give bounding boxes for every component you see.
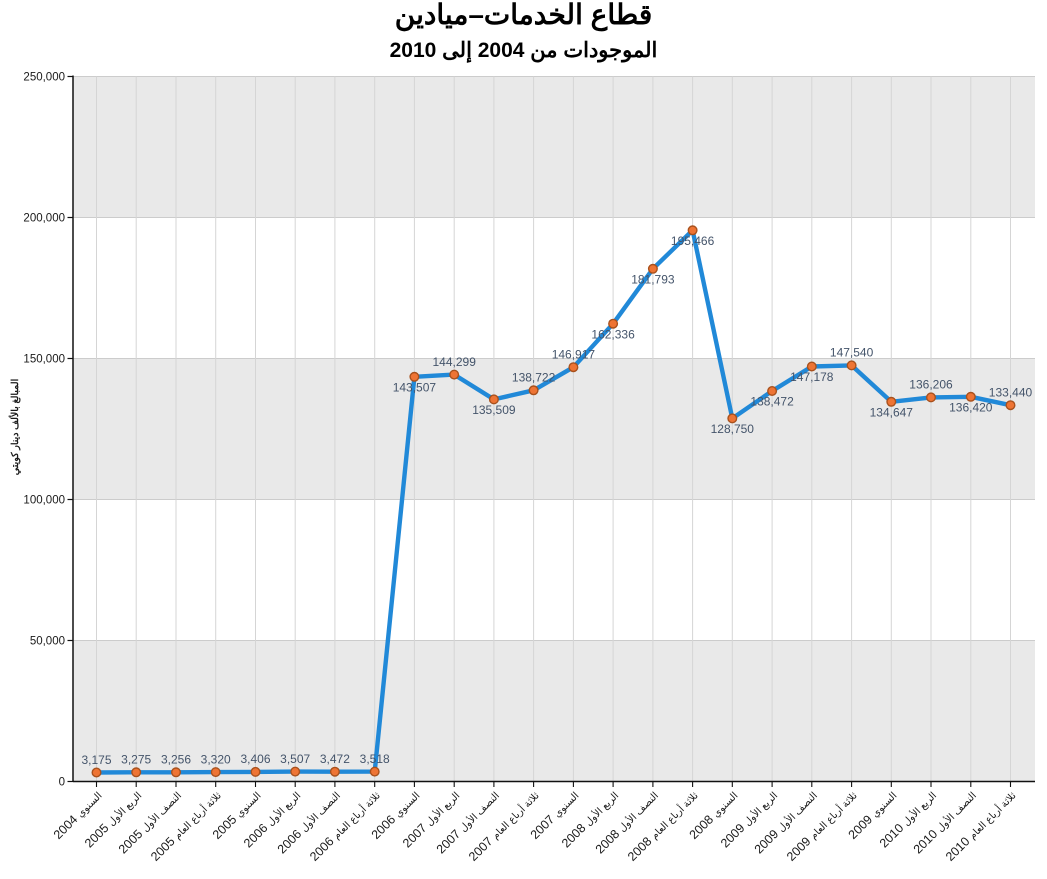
- svg-text:162,336: 162,336: [591, 327, 635, 341]
- svg-text:135,509: 135,509: [472, 403, 516, 417]
- svg-text:0: 0: [59, 777, 65, 789]
- svg-text:138,722: 138,722: [512, 371, 556, 385]
- svg-text:143,507: 143,507: [393, 380, 437, 394]
- svg-text:المبالغ بالألف دينار كويتي: المبالغ بالألف دينار كويتي: [9, 378, 21, 475]
- svg-text:147,178: 147,178: [790, 370, 834, 384]
- svg-text:181,793: 181,793: [631, 272, 675, 286]
- svg-text:144,299: 144,299: [433, 355, 477, 369]
- svg-text:250,000: 250,000: [23, 72, 65, 84]
- svg-text:100,000: 100,000: [23, 495, 65, 507]
- svg-text:195,466: 195,466: [671, 234, 715, 248]
- svg-text:3,518: 3,518: [360, 752, 390, 766]
- svg-text:3,320: 3,320: [201, 752, 231, 766]
- svg-text:3,507: 3,507: [280, 752, 310, 766]
- svg-text:146,917: 146,917: [552, 348, 596, 362]
- svg-text:3,472: 3,472: [320, 752, 350, 766]
- svg-text:الموجودات من 2004 إلى 2010: الموجودات من 2004 إلى 2010: [390, 39, 658, 63]
- svg-text:150,000: 150,000: [23, 354, 65, 366]
- svg-text:3,256: 3,256: [161, 753, 191, 767]
- svg-text:200,000: 200,000: [23, 213, 65, 225]
- svg-text:3,275: 3,275: [121, 753, 151, 767]
- svg-text:50,000: 50,000: [30, 636, 65, 648]
- svg-text:136,420: 136,420: [949, 400, 993, 414]
- svg-text:3,406: 3,406: [240, 752, 270, 766]
- svg-text:136,206: 136,206: [909, 378, 953, 392]
- svg-text:134,647: 134,647: [870, 405, 914, 419]
- svg-text:138,472: 138,472: [750, 395, 794, 409]
- svg-text:128,750: 128,750: [711, 422, 755, 436]
- svg-text:3,175: 3,175: [81, 753, 111, 767]
- svg-text:147,540: 147,540: [830, 346, 874, 360]
- svg-text:133,440: 133,440: [989, 386, 1033, 400]
- svg-text:قطاع الخدمات–ميادين: قطاع الخدمات–ميادين: [395, 0, 652, 32]
